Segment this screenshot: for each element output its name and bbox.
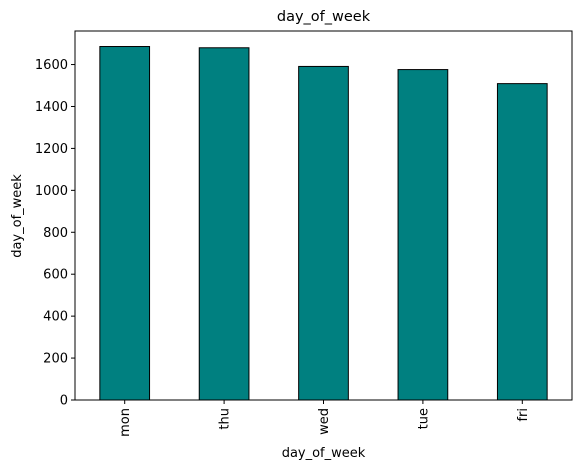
y-tick-label-1200: 1200 bbox=[35, 142, 68, 157]
x-tick-label-fri: fri bbox=[516, 408, 531, 422]
x-tick-label-thu: thu bbox=[218, 408, 233, 430]
chart-title: day_of_week bbox=[277, 9, 371, 25]
x-axis-label: day_of_week bbox=[282, 446, 366, 461]
y-tick-label-1400: 1400 bbox=[35, 100, 68, 115]
bar-tue bbox=[397, 69, 449, 401]
y-tick-label-600: 600 bbox=[43, 268, 68, 283]
y-tick-label-1000: 1000 bbox=[35, 184, 68, 199]
bar-wed bbox=[298, 65, 349, 401]
plot-area: 0 200 400 600 800 1000 1200 1400 1600 mon thu wed tu… bbox=[35, 30, 573, 437]
y-axis-label: day_of_week bbox=[10, 174, 25, 258]
y-tick-label-400: 400 bbox=[43, 310, 68, 325]
bar-fri bbox=[496, 83, 548, 401]
x-tick-label-mon: mon bbox=[118, 408, 133, 437]
bar-mon bbox=[99, 46, 151, 401]
x-tick-label-tue: tue bbox=[416, 408, 431, 429]
y-tick-label-1600: 1600 bbox=[35, 58, 68, 73]
y-tick-label-800: 800 bbox=[43, 226, 68, 241]
x-tick-label-wed: wed bbox=[317, 408, 332, 435]
bar-thu bbox=[198, 47, 250, 401]
y-tick-label-0: 0 bbox=[60, 394, 68, 409]
y-tick-label-200: 200 bbox=[43, 352, 68, 367]
